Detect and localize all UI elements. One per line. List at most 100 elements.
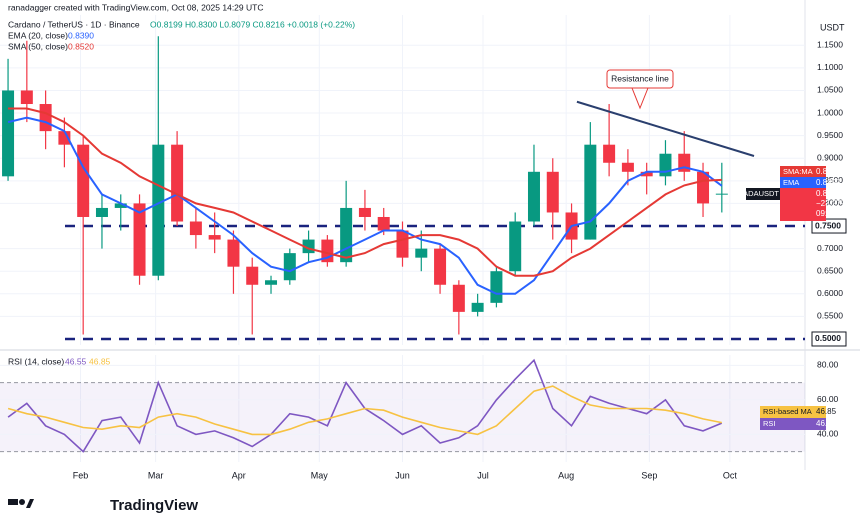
tag-value: 0.8390 xyxy=(816,178,841,187)
series-line xyxy=(7,116,723,295)
candle-body xyxy=(377,216,390,231)
symbol-bg xyxy=(746,188,780,200)
x-tick-label: Sep xyxy=(641,470,657,480)
candle-body xyxy=(452,284,465,312)
candle-body xyxy=(114,203,127,208)
legend-name: SMA (50, close) xyxy=(8,41,68,51)
x-tick-label: Jul xyxy=(477,470,489,480)
candle-body xyxy=(584,144,597,240)
candle-body xyxy=(208,235,221,240)
rsi-tag xyxy=(760,406,826,418)
candle-body xyxy=(396,230,409,258)
candle-body xyxy=(640,171,653,177)
legend-name: EMA (20, close) xyxy=(8,30,68,40)
candle-body xyxy=(227,239,240,267)
rsi-tag-value: 46.85 xyxy=(816,407,837,416)
y-tick-label: 0.7000 xyxy=(817,243,843,253)
chart-title: Cardano / TetherUS · 1D · Binance xyxy=(8,19,140,29)
annotation-box xyxy=(606,69,674,89)
price-tag xyxy=(780,166,826,177)
candle-body xyxy=(715,193,728,195)
rsi-tag-name: RSI-based MA xyxy=(763,407,812,416)
candle-body xyxy=(471,302,484,312)
candle-body xyxy=(659,153,672,177)
candle-body xyxy=(133,203,146,276)
candle-body xyxy=(152,144,165,276)
tag-value: 0.8520 xyxy=(816,167,841,176)
x-tick-label: Aug xyxy=(558,470,574,480)
candle-body xyxy=(358,207,371,217)
footer-logo: TradingView xyxy=(110,497,198,514)
tag-countdown: 09:30:10 xyxy=(816,209,848,218)
ohlc: O0.8199 H0.8300 L0.8079 C0.8216 +0.0018 … xyxy=(150,19,355,29)
y-axis-label: USDT xyxy=(820,22,845,32)
rsi-tag-name: RSI xyxy=(763,419,776,428)
series-line xyxy=(7,385,722,436)
legend-value: 0.8390 xyxy=(68,30,94,40)
candle-body xyxy=(509,221,522,272)
annotation-pointer xyxy=(631,87,649,110)
legend-value: 0.8520 xyxy=(68,41,94,51)
candle-body xyxy=(58,131,71,145)
x-tick-label: Oct xyxy=(723,470,738,480)
tag-symbol: ADAUSDT xyxy=(743,189,779,198)
x-tick-label: Feb xyxy=(73,470,89,480)
tag-change: −23.27% xyxy=(816,199,848,208)
candle-body xyxy=(246,266,259,285)
y-tick-label: 60.00 xyxy=(817,394,839,404)
price-tag xyxy=(780,188,826,221)
y-tick-label: 0.9500 xyxy=(817,130,843,140)
rsi-title: RSI (14, close) xyxy=(8,356,64,366)
candle-body xyxy=(189,221,202,236)
y-tick-label: 1.1500 xyxy=(817,40,843,50)
x-tick-label: Apr xyxy=(232,470,246,480)
candle-body xyxy=(415,248,428,258)
candle-body xyxy=(39,104,52,132)
candle-body xyxy=(20,90,33,105)
level-label: 0.7500 xyxy=(815,220,841,230)
candle-body xyxy=(527,171,540,222)
candle-body xyxy=(265,280,278,285)
x-tick-label: May xyxy=(311,470,329,480)
x-tick-label: Jun xyxy=(395,470,410,480)
candle-body xyxy=(621,162,634,172)
tag-price: 0.8216 xyxy=(816,189,841,198)
rsi-tag xyxy=(760,418,826,430)
level-tag xyxy=(811,331,847,347)
logo-icon xyxy=(8,499,34,508)
candle-body xyxy=(77,144,90,217)
y-tick-label: 1.1000 xyxy=(817,62,843,72)
attribution: ranadagger created with TradingView.com,… xyxy=(8,2,263,12)
candle-body xyxy=(434,248,447,285)
candle-body xyxy=(340,207,353,263)
y-tick-label: 0.6000 xyxy=(817,288,843,298)
candle-body xyxy=(603,144,616,163)
level-tag xyxy=(811,218,847,234)
rsi-tag-value: 46.55 xyxy=(816,419,837,428)
x-tick-label: Mar xyxy=(148,470,164,480)
candle-body xyxy=(171,144,184,222)
y-tick-label: 0.5500 xyxy=(817,311,843,321)
candle-body xyxy=(283,253,296,281)
tag-name: SMA:MA xyxy=(783,167,813,176)
price-tag xyxy=(780,177,826,188)
candle-body xyxy=(2,90,15,177)
rsi-legend-value: 46.55 xyxy=(65,356,87,366)
y-tick-label: 1.0500 xyxy=(817,85,843,95)
resistance-line xyxy=(576,100,755,157)
y-tick-label: 0.9000 xyxy=(817,152,843,162)
tag-name: EMA xyxy=(783,178,799,187)
level-label: 0.5000 xyxy=(815,333,841,343)
candle-body xyxy=(697,171,710,204)
y-tick-label: 80.00 xyxy=(817,360,839,370)
candle-body xyxy=(546,171,559,213)
rsi-legend-value: 46.85 xyxy=(89,356,111,366)
candle-body xyxy=(490,271,503,303)
annotation: Resistance line xyxy=(611,73,669,83)
y-tick-label: 0.8000 xyxy=(817,198,843,208)
y-tick-label: 0.6500 xyxy=(817,265,843,275)
series-line xyxy=(8,107,722,277)
y-tick-label: 40.00 xyxy=(817,429,839,439)
candle-body xyxy=(95,207,108,217)
